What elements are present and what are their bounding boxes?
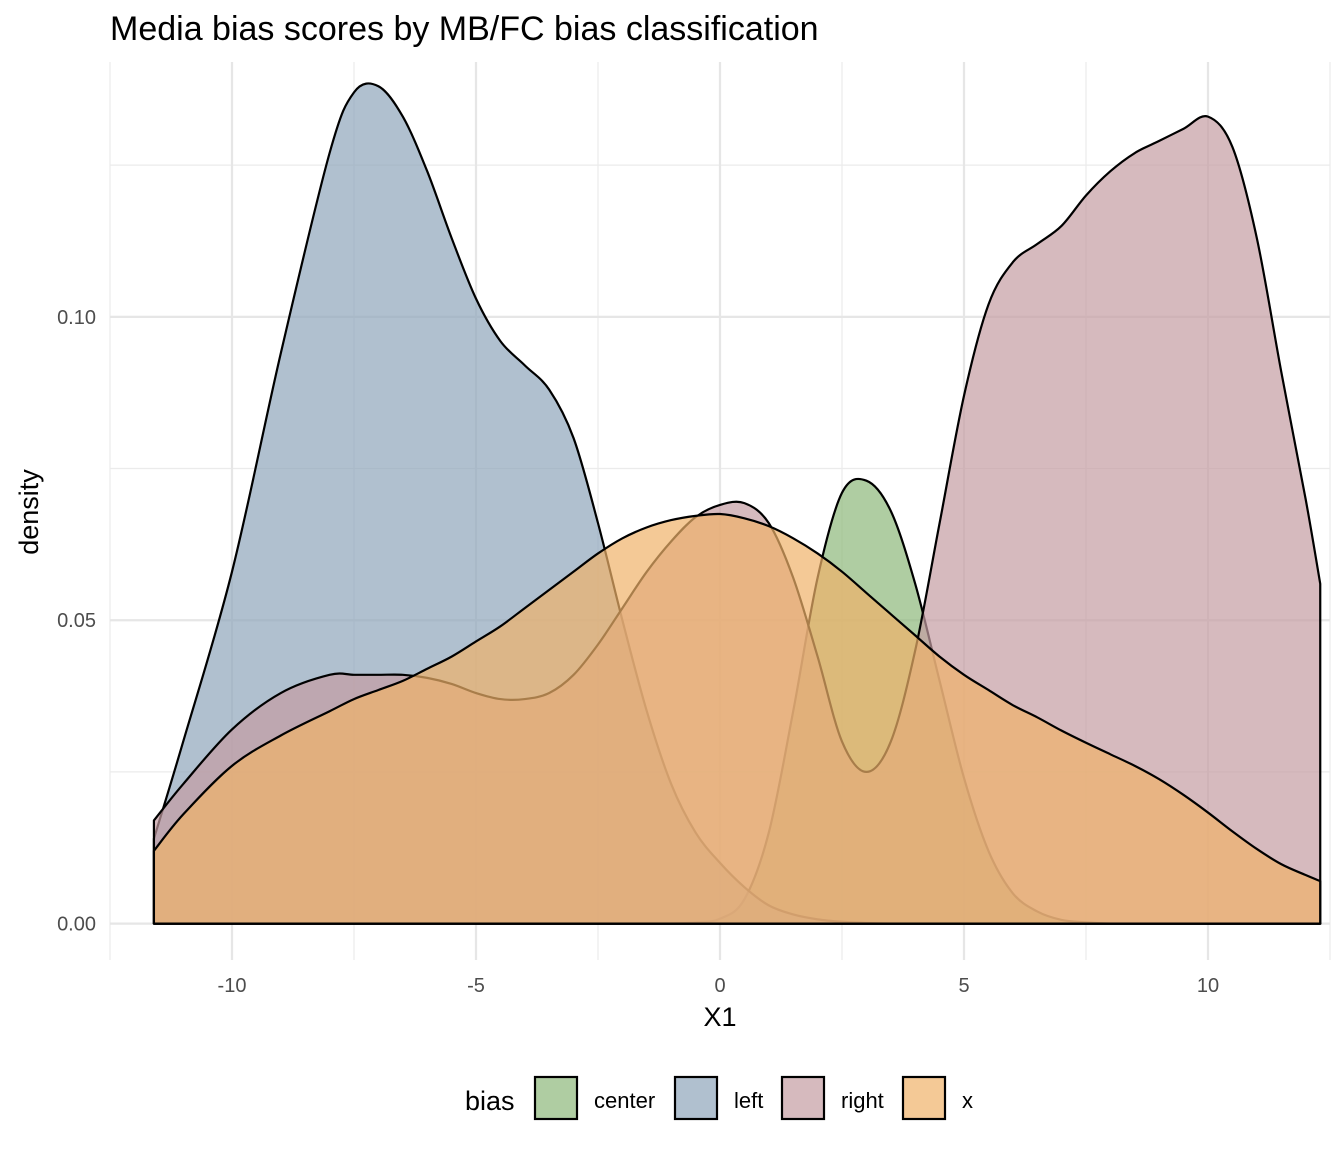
density-areas (152, 82, 1322, 925)
x-tick-label: -10 (218, 975, 247, 997)
x-tick-label: -5 (467, 975, 485, 997)
x-tick-labels: -10 -5 0 5 10 (218, 975, 1220, 997)
x-tick-label: 0 (714, 975, 725, 997)
legend-key-right (780, 1075, 826, 1121)
legend-key-center (533, 1075, 579, 1121)
legend-label-left: left (734, 1088, 763, 1113)
y-tick-label: 0.05 (57, 610, 96, 632)
x-axis-title: X1 (703, 1002, 736, 1032)
chart-title: Media bias scores by MB/FC bias classifi… (110, 10, 819, 48)
y-axis-title: density (14, 469, 44, 555)
legend-key-left (673, 1075, 719, 1121)
legend-label-right: right (841, 1088, 884, 1113)
legend-label-center: center (594, 1088, 655, 1113)
legend-key-x (901, 1075, 947, 1121)
y-tick-labels: 0.00 0.05 0.10 (57, 307, 96, 936)
legend-title: bias (465, 1086, 515, 1116)
legend: bias center left right x (465, 1075, 973, 1121)
density-outline-x (152, 512, 1322, 925)
legend-label-x: x (962, 1088, 973, 1113)
y-tick-label: 0.00 (57, 914, 96, 936)
y-tick-label: 0.10 (57, 307, 96, 329)
x-tick-label: 5 (958, 975, 969, 997)
density-area-x (153, 513, 1321, 924)
x-tick-label: 10 (1197, 975, 1219, 997)
